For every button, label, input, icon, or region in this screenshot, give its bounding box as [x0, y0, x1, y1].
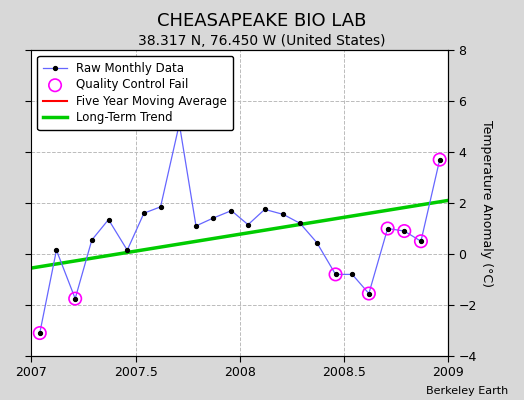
Raw Monthly Data [193, 224, 199, 228]
Raw Monthly Data [366, 291, 372, 296]
Quality Control Fail [400, 228, 409, 234]
Line: Raw Monthly Data: Raw Monthly Data [38, 122, 442, 335]
Raw Monthly Data [53, 248, 60, 252]
Raw Monthly Data [124, 248, 130, 252]
Raw Monthly Data [37, 331, 43, 336]
Raw Monthly Data [349, 272, 355, 277]
Raw Monthly Data [176, 122, 182, 126]
Text: 38.317 N, 76.450 W (United States): 38.317 N, 76.450 W (United States) [138, 34, 386, 48]
Legend: Raw Monthly Data, Quality Control Fail, Five Year Moving Average, Long-Term Tren: Raw Monthly Data, Quality Control Fail, … [37, 56, 233, 130]
Raw Monthly Data [385, 226, 391, 231]
Raw Monthly Data [332, 272, 339, 277]
Y-axis label: Temperature Anomaly (°C): Temperature Anomaly (°C) [481, 120, 494, 286]
Raw Monthly Data [141, 211, 147, 216]
Quality Control Fail [365, 290, 373, 297]
Quality Control Fail [71, 296, 79, 302]
Raw Monthly Data [314, 240, 320, 245]
Quality Control Fail [331, 271, 340, 278]
Text: CHEASAPEAKE BIO LAB: CHEASAPEAKE BIO LAB [157, 12, 367, 30]
Quality Control Fail [36, 330, 44, 336]
Raw Monthly Data [105, 217, 112, 222]
Raw Monthly Data [261, 207, 268, 212]
Raw Monthly Data [72, 296, 78, 301]
Raw Monthly Data [228, 208, 235, 213]
Raw Monthly Data [280, 212, 287, 217]
Quality Control Fail [435, 156, 444, 163]
Quality Control Fail [417, 238, 425, 244]
Text: Berkeley Earth: Berkeley Earth [426, 386, 508, 396]
Raw Monthly Data [436, 157, 443, 162]
Raw Monthly Data [210, 216, 216, 221]
Quality Control Fail [384, 225, 392, 232]
Raw Monthly Data [297, 221, 303, 226]
Raw Monthly Data [418, 239, 424, 244]
Raw Monthly Data [401, 229, 408, 234]
Raw Monthly Data [89, 238, 95, 242]
Raw Monthly Data [157, 204, 163, 209]
Raw Monthly Data [245, 222, 251, 227]
